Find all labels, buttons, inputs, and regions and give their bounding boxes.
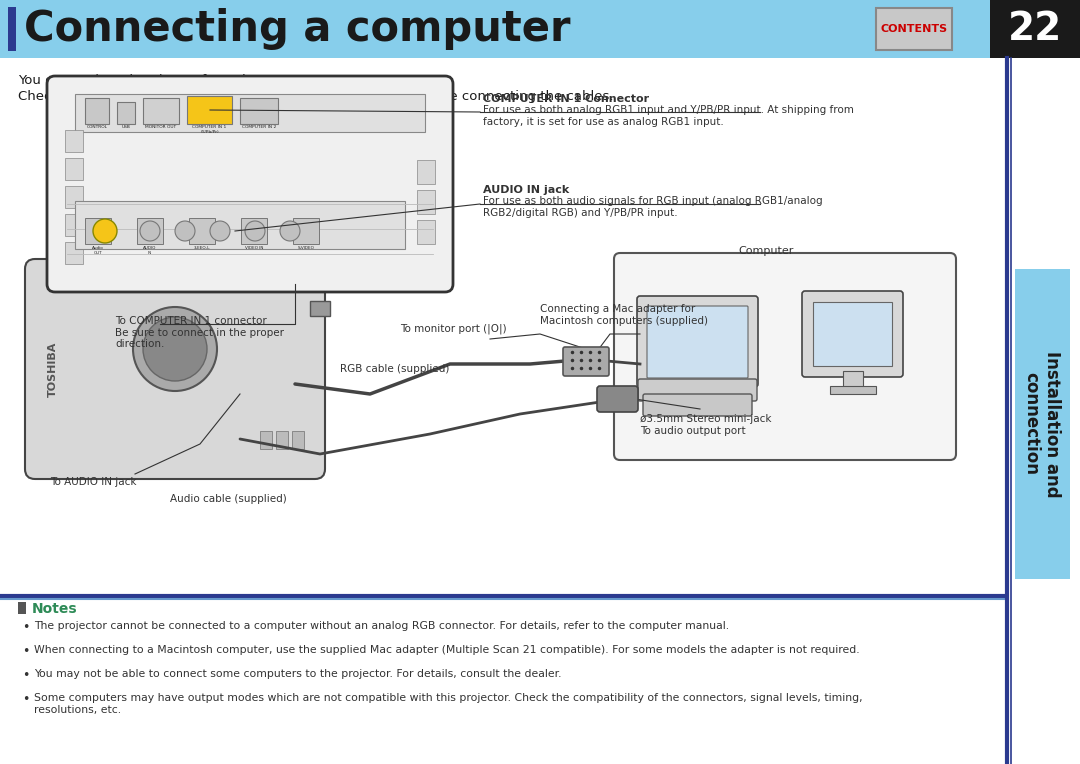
Bar — [292, 431, 303, 449]
Text: •: • — [22, 669, 29, 682]
Bar — [117, 102, 135, 124]
Bar — [417, 190, 435, 214]
Bar — [137, 218, 163, 244]
FancyBboxPatch shape — [647, 306, 748, 378]
Bar — [1015, 269, 1070, 579]
Bar — [187, 96, 232, 124]
Bar — [75, 94, 426, 132]
Text: MONITOR OUT: MONITOR OUT — [146, 125, 176, 129]
Text: Computer: Computer — [738, 246, 794, 256]
Bar — [276, 431, 288, 449]
Bar — [990, 0, 1080, 58]
Text: Audio
OUT: Audio OUT — [92, 246, 104, 254]
Text: To monitor port (|O|): To monitor port (|O|) — [400, 324, 507, 335]
Text: COMPUTER IN 1
(Y/Pb/Pr): COMPUTER IN 1 (Y/Pb/Pr) — [192, 125, 227, 134]
Bar — [260, 431, 272, 449]
Text: •: • — [22, 693, 29, 706]
Bar — [813, 302, 892, 366]
Bar — [65, 130, 83, 152]
Text: RGB cable (supplied): RGB cable (supplied) — [340, 364, 449, 374]
Text: CONTENTS: CONTENTS — [880, 24, 947, 34]
Bar — [843, 371, 863, 389]
FancyBboxPatch shape — [615, 253, 956, 460]
Text: To COMPUTER IN 1 connector
Be sure to connect in the proper
direction.: To COMPUTER IN 1 connector Be sure to co… — [114, 316, 284, 349]
FancyBboxPatch shape — [643, 394, 752, 416]
Bar — [831, 386, 876, 394]
Circle shape — [140, 221, 160, 241]
Circle shape — [175, 221, 195, 241]
Text: 3-EEO-L: 3-EEO-L — [193, 246, 211, 250]
Text: Connecting a computer: Connecting a computer — [24, 8, 570, 50]
Bar — [8, 7, 16, 51]
Circle shape — [93, 219, 117, 243]
Text: Check that the power for the projector and computer is off before connecting the: Check that the power for the projector a… — [18, 90, 613, 103]
Bar — [65, 186, 83, 208]
Text: 22: 22 — [1008, 10, 1062, 48]
Bar — [75, 201, 405, 249]
Bar — [876, 8, 951, 50]
FancyBboxPatch shape — [638, 379, 757, 401]
Circle shape — [280, 221, 300, 241]
Text: For use as both audio signals for RGB input (analog RGB1/analog
RGB2/digital RGB: For use as both audio signals for RGB in… — [483, 196, 823, 218]
Bar — [293, 218, 319, 244]
FancyBboxPatch shape — [563, 347, 609, 376]
Text: VIDEO IN: VIDEO IN — [245, 246, 264, 250]
Text: COMPUTER IN 2: COMPUTER IN 2 — [242, 125, 276, 129]
Text: The projector cannot be connected to a computer without an analog RGB connector.: The projector cannot be connected to a c… — [33, 621, 729, 631]
Text: •: • — [22, 621, 29, 634]
Bar — [417, 160, 435, 184]
Text: COMPUTER IN 1 Connector: COMPUTER IN 1 Connector — [483, 94, 649, 104]
Text: AUDIO
IN: AUDIO IN — [144, 246, 157, 254]
Bar — [310, 301, 330, 316]
Text: For use as both analog RGB1 input and Y/PB/PR input. At shipping from
factory, i: For use as both analog RGB1 input and Y/… — [483, 105, 854, 127]
Circle shape — [133, 307, 217, 391]
FancyBboxPatch shape — [48, 76, 453, 292]
Bar — [1007, 58, 1080, 764]
Bar — [241, 218, 267, 244]
FancyBboxPatch shape — [25, 259, 325, 479]
Text: Audio cable (supplied): Audio cable (supplied) — [170, 494, 287, 504]
Text: TOSHIBA: TOSHIBA — [48, 342, 58, 397]
Text: Connecting a Mac adapter for
Macintosh computers (supplied): Connecting a Mac adapter for Macintosh c… — [540, 304, 708, 325]
Bar — [18, 602, 26, 614]
FancyBboxPatch shape — [637, 296, 758, 387]
Text: AUDIO IN jack: AUDIO IN jack — [483, 185, 569, 195]
Text: When connecting to a Macintosh computer, use the supplied Mac adapter (Multiple : When connecting to a Macintosh computer,… — [33, 645, 860, 655]
Text: Some computers may have output modes which are not compatible with this projecto: Some computers may have output modes whi… — [33, 693, 863, 714]
Circle shape — [143, 317, 207, 381]
Bar — [85, 218, 111, 244]
Text: Notes: Notes — [32, 602, 78, 616]
Bar — [417, 220, 435, 244]
FancyBboxPatch shape — [802, 291, 903, 377]
Circle shape — [210, 221, 230, 241]
Bar — [0, 0, 990, 58]
Text: CONTROL: CONTROL — [86, 125, 108, 129]
Bar — [65, 214, 83, 236]
Bar — [65, 242, 83, 264]
Text: •: • — [22, 645, 29, 658]
Text: S-VIDEO: S-VIDEO — [298, 246, 314, 250]
Text: ø3.5mm Stereo mini-jack
To audio output port: ø3.5mm Stereo mini-jack To audio output … — [640, 414, 771, 435]
Bar — [189, 218, 215, 244]
Text: Installation and
connection: Installation and connection — [1023, 351, 1062, 497]
Circle shape — [245, 221, 265, 241]
Text: USB: USB — [122, 125, 131, 129]
Bar — [143, 98, 179, 124]
Bar — [65, 158, 83, 180]
FancyBboxPatch shape — [597, 386, 638, 412]
Bar — [85, 98, 109, 124]
Text: To AUDIO IN jack: To AUDIO IN jack — [50, 477, 136, 487]
Text: You may not be able to connect some computers to the projector. For details, con: You may not be able to connect some comp… — [33, 669, 562, 679]
Text: You can project the picture from the computer.: You can project the picture from the com… — [18, 74, 330, 87]
Bar — [240, 98, 278, 124]
